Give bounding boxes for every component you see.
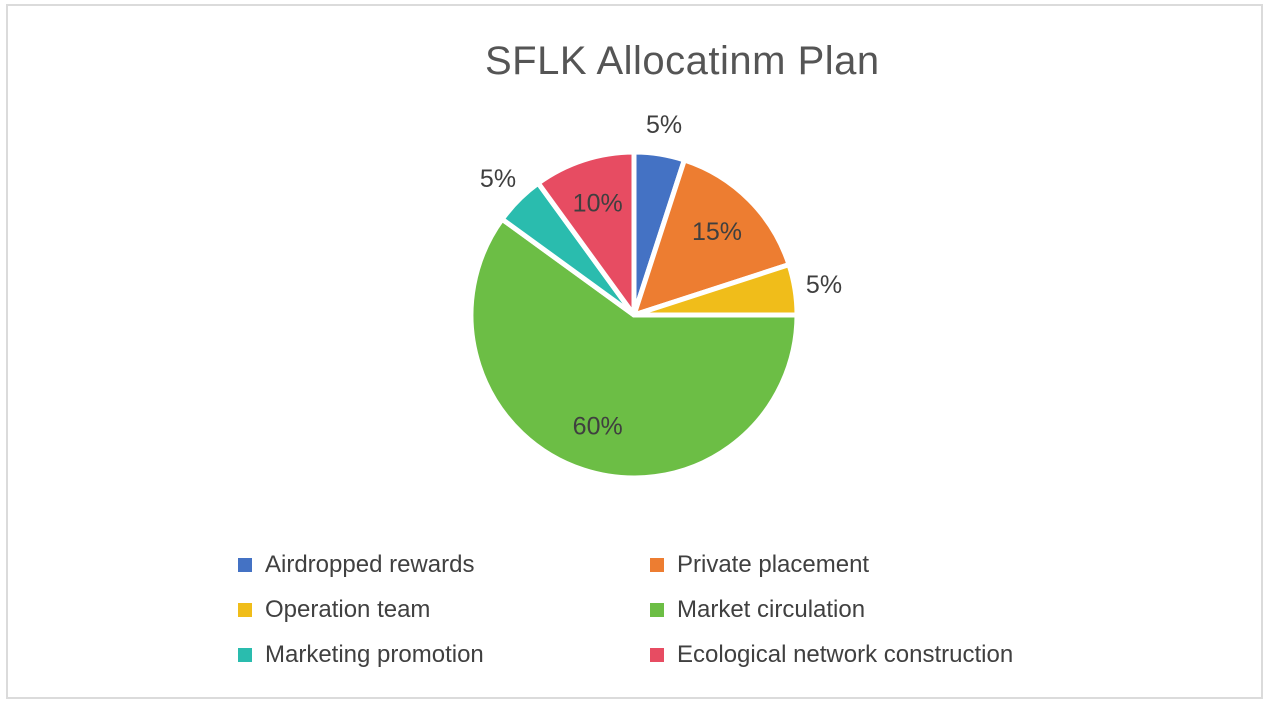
legend-label: Ecological network construction [677,640,1014,668]
pie-slice [535,149,637,318]
pie-slice-label: 10% [573,189,623,217]
pie-slice [468,216,800,481]
legend-label: Airdropped rewards [265,550,475,578]
legend-item: Operation team [238,595,650,623]
pie-slice-label: 5% [646,111,682,139]
legend: Airdropped rewards Private placement Ope… [238,542,1013,677]
pie-slice-label: 5% [806,271,842,299]
pie-slice-label: 60% [573,413,623,441]
pie-slice-label: 15% [692,218,742,246]
legend-label: Marketing promotion [265,640,484,668]
legend-swatch-icon [238,557,252,572]
legend-swatch-icon [650,602,664,617]
legend-label: Market circulation [677,595,866,623]
legend-swatch-icon [238,602,252,617]
legend-swatch-icon [650,557,664,572]
legend-item: Marketing promotion [238,640,650,668]
legend-swatch-icon [238,647,252,662]
legend-item: Private placement [650,550,1013,578]
legend-label: Operation team [265,595,431,623]
chart-title: SFLK Allocatinm Plan [485,39,880,83]
legend-label: Private placement [677,550,870,578]
pie-slice-label: 5% [480,165,516,193]
legend-item: Market circulation [650,595,1013,623]
legend-swatch-icon [650,647,664,662]
legend-item: Airdropped rewards [238,550,650,578]
legend-item: Ecological network construction [650,640,1014,668]
pie-slices-group: 5% 15% 5% 60% 5% 10% [468,111,842,481]
